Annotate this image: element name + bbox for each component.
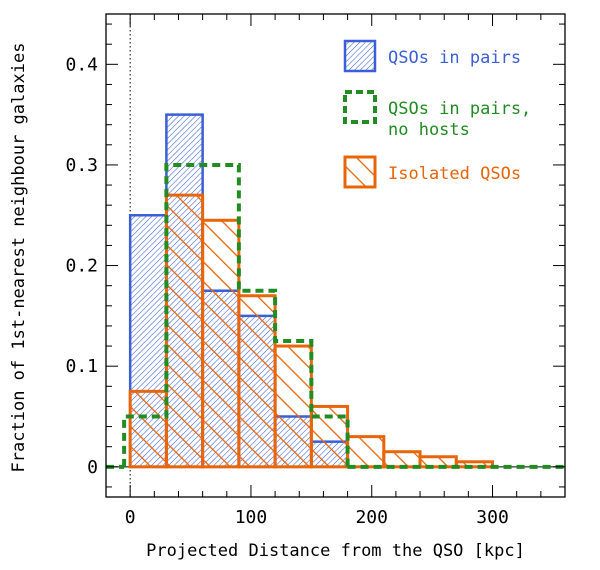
legend-swatch	[343, 155, 377, 189]
plot-area: 0 100 200 300 0 0.1 0.2 0.3 0.4	[65, 13, 566, 528]
series-isolated-qsos-fill	[130, 195, 493, 467]
legend-label: Isolated QSOs	[388, 164, 521, 184]
y-tick-label: 0.4	[65, 54, 98, 75]
y-tick-label: 0	[87, 457, 98, 478]
legend-label: QSOs in pairs,	[388, 99, 531, 119]
x-tick-label: 0	[125, 507, 136, 528]
x-tick-label: 200	[355, 507, 388, 528]
legend-label: no hosts	[388, 120, 470, 140]
x-tick-label: 300	[476, 507, 509, 528]
legend-swatch	[343, 90, 377, 124]
x-tick-label: 100	[235, 507, 268, 528]
legend-swatch	[343, 39, 377, 73]
bar-isolated-qsos	[454, 460, 495, 469]
x-axis-label: Projected Distance from the QSO [kpc]	[146, 541, 525, 561]
y-tick-label: 0.3	[65, 155, 98, 176]
y-tick-label: 0.1	[65, 356, 98, 377]
y-axis-label: Fraction of 1st-nearest neighbour galaxi…	[9, 43, 29, 473]
legend: QSOs in pairs QSOs in pairs,no hosts Isola…	[343, 39, 531, 189]
y-tick-label: 0.2	[65, 256, 98, 277]
plot-frame	[105, 13, 566, 498]
legend-label: QSOs in pairs	[388, 48, 521, 68]
series-qsos-in-pairs-no-hosts	[122, 162, 350, 467]
